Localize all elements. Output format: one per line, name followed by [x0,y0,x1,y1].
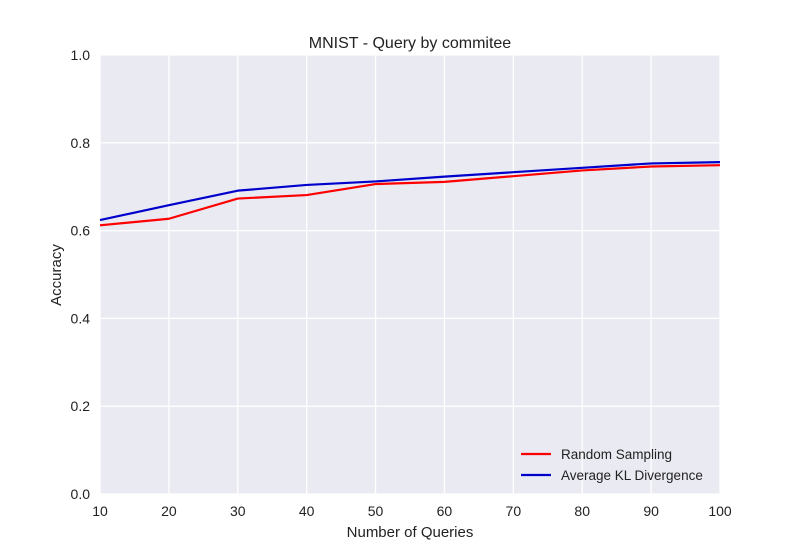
x-tick-label: 10 [92,503,108,519]
chart-title: MNIST - Query by commitee [309,35,512,52]
y-axis-title: Accuracy [48,244,65,306]
series-lines [99,161,721,227]
y-tick-label: 0.2 [71,398,91,414]
x-axis-title: Number of Queries [347,524,474,541]
legend-label: Average KL Divergence [561,468,703,483]
x-tick-label: 90 [643,503,659,519]
x-tick-label: 40 [299,503,315,519]
y-tick-label: 0.4 [71,310,91,326]
x-tick-label: 70 [506,503,522,519]
y-tick-labels: 0.0 0.2 0.4 0.6 0.8 1.0 [71,47,91,502]
x-tick-labels: 10 20 30 40 50 60 70 80 90 100 [92,503,732,519]
x-tick-label: 100 [708,503,732,519]
grid-lines [99,54,721,495]
x-tick-label: 30 [230,503,246,519]
legend-label: Random Sampling [561,447,672,462]
y-tick-label: 0.0 [71,486,91,502]
y-tick-label: 0.8 [71,135,91,151]
y-tick-label: 1.0 [71,47,91,63]
x-tick-label: 80 [574,503,590,519]
series-line [99,164,721,227]
x-tick-label: 60 [437,503,453,519]
x-tick-label: 20 [161,503,177,519]
legend: Random Sampling Average KL Divergence [521,447,703,483]
x-tick-label: 50 [368,503,384,519]
plot-background [100,55,720,494]
y-tick-label: 0.6 [71,223,91,239]
series-line [99,161,721,222]
